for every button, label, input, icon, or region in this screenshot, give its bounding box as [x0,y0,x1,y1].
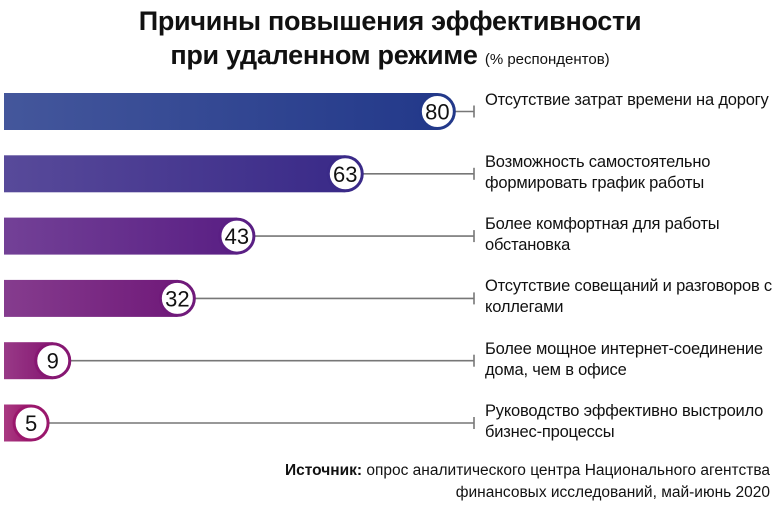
category-label: Возможность самостоятельно формировать г… [485,152,711,192]
category-label: Более комфортная для работы обстановка [485,215,720,255]
title-line-2-text: при удаленном режиме [170,40,478,70]
data-label: 9 [47,349,59,374]
source-text: опрос аналитического центра Национальног… [366,462,770,501]
data-label: 32 [165,286,189,311]
bar [4,93,438,130]
data-label: 43 [225,224,249,249]
category-label: Отсутствие совещаний и разговоров с колл… [485,277,772,317]
value-circle [12,404,50,442]
source-note: Источник: опрос аналитического центра На… [250,460,770,504]
category-label: Отсутствие затрат времени на дорогу [485,90,769,109]
source-label: Источник: [285,462,363,479]
value-circle [158,279,196,317]
value-circle [34,342,72,380]
chart-title: Причины повышения эффективности при удал… [0,4,780,77]
title-line-1: Причины повышения эффективности [138,6,642,36]
data-label: 5 [25,411,37,436]
data-label: 63 [333,162,357,187]
value-circle [218,217,256,255]
title-line-2: при удаленном режиме (% респондентов) [0,38,780,77]
value-circle [418,93,456,130]
bar [4,155,346,193]
value-circle [326,155,364,193]
bar [4,217,237,255]
category-label: Руководство эффективно выстроило бизнес-… [485,402,764,441]
chart-subtitle: (% респондентов) [484,51,610,68]
category-label: Более мощное интернет-соединение дома, ч… [485,339,763,379]
bar [4,279,178,317]
data-label: 80 [425,100,449,125]
